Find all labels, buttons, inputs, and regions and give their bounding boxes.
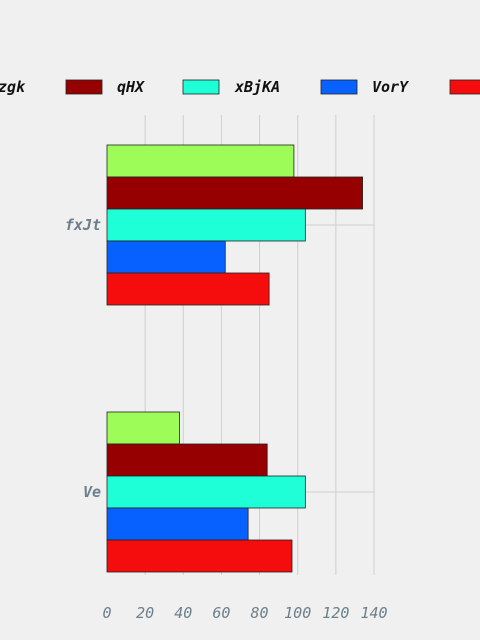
bar-fxJt-series-0 [106, 144, 295, 178]
bar-Ve-series-1 [106, 443, 268, 477]
category-label-Ve: Ve [83, 483, 101, 501]
bar-Ve-series-0 [106, 411, 180, 445]
category-label-fxJt: fxJt [65, 216, 101, 234]
bar-fxJt-series-4 [106, 272, 270, 306]
x-tick-label-120: 120 [322, 604, 349, 622]
legend-swatch-4 [449, 79, 480, 95]
legend-label-qHX: qHX [117, 78, 145, 96]
x-tick-label-60: 60 [212, 604, 230, 622]
bar-Ve-series-4 [106, 539, 293, 573]
x-axis-ticks: 0 20 40 60 80 100 120 140 [102, 604, 387, 622]
legend-swatch-3 [320, 79, 358, 95]
y-axis-categories: fxJt Ve [65, 216, 101, 501]
legend-swatch-1 [65, 79, 103, 95]
legend-label-zgk: zgk [0, 78, 26, 96]
x-tick-label-0: 0 [102, 604, 111, 622]
bar-fxJt-series-1 [106, 176, 363, 210]
legend-swatch-2 [182, 79, 220, 95]
bar-fxJt-series-2 [106, 208, 306, 242]
legend-label-VorY: VorY [372, 78, 409, 96]
bar-Ve-series-2 [106, 475, 306, 509]
x-tick-label-20: 20 [136, 604, 154, 622]
x-tick-label-80: 80 [251, 604, 269, 622]
x-tick-label-100: 100 [284, 604, 311, 622]
bar-fxJt-series-3 [106, 240, 226, 274]
bar-Ve-series-3 [106, 507, 249, 541]
x-tick-label-140: 140 [360, 604, 387, 622]
legend-label-xBjKA: xBjKA [234, 78, 280, 96]
bars [106, 144, 363, 573]
legend: zgk qHX xBjKA VorY [0, 78, 480, 96]
x-tick-label-40: 40 [174, 604, 192, 622]
